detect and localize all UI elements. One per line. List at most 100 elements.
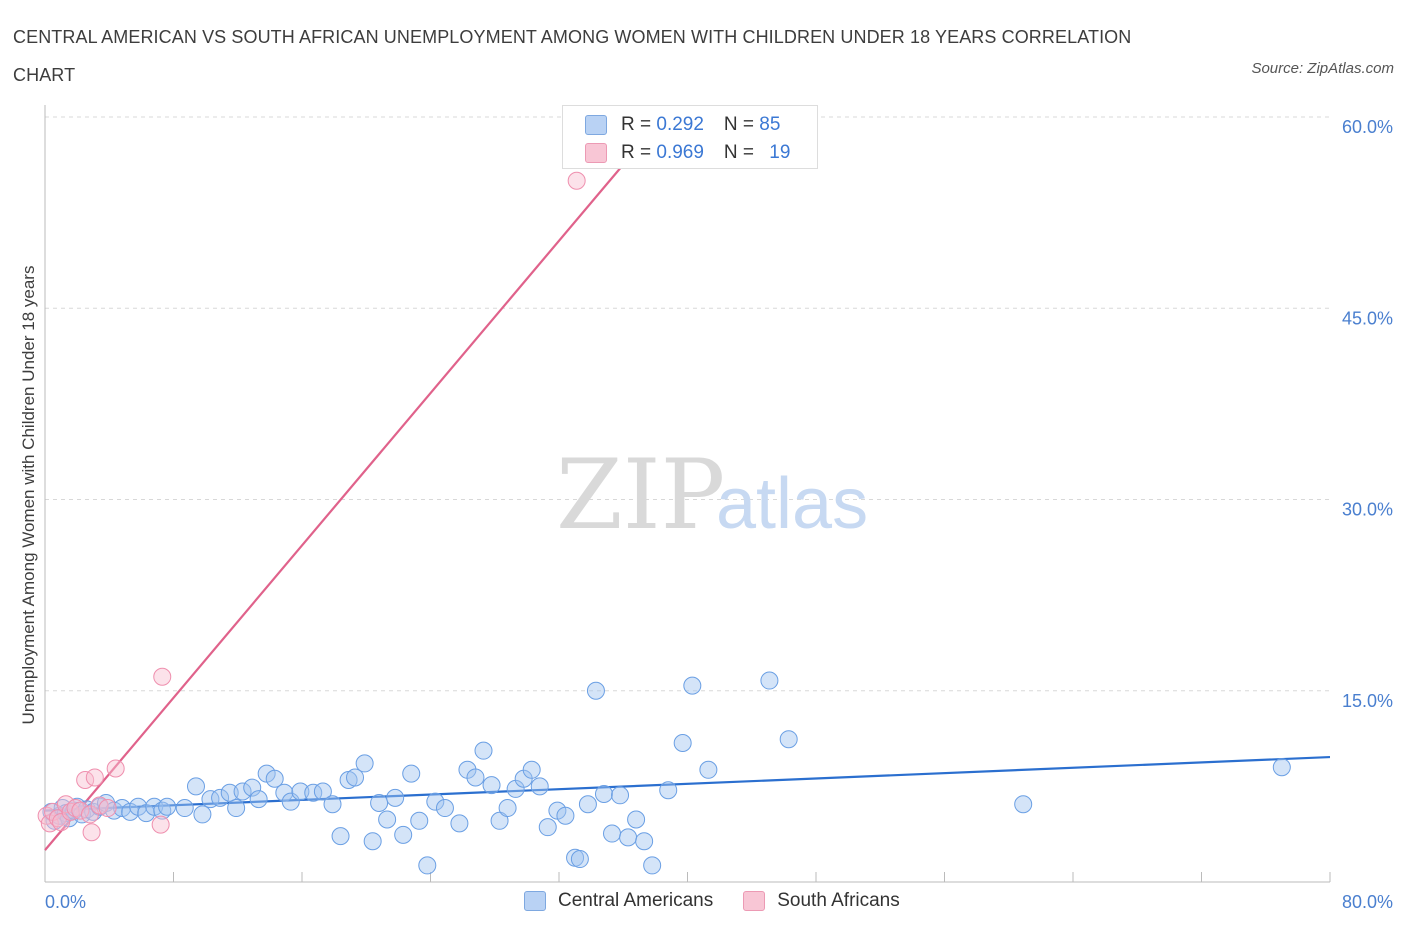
point-central-americans <box>578 795 597 814</box>
watermark-atlas: atlas <box>716 464 868 544</box>
y-tick-label: 45.0% <box>1342 308 1393 328</box>
chart-title: CENTRAL AMERICAN VS SOUTH AFRICAN UNEMPL… <box>13 27 1132 85</box>
point-central-americans <box>466 768 485 787</box>
point-central-americans <box>635 832 654 851</box>
point-central-americans <box>699 760 718 779</box>
legend-swatch-pink <box>585 143 607 163</box>
point-central-americans <box>378 810 397 829</box>
legend-swatch-blue <box>585 115 607 135</box>
point-central-americans <box>418 856 437 875</box>
point-south-africans <box>106 759 125 778</box>
legend-r-label: R = <box>621 142 657 163</box>
y-tick-labels: 15.0% 30.0% 45.0% 60.0% <box>1342 117 1393 711</box>
point-central-americans <box>435 799 454 818</box>
point-central-americans <box>643 856 662 875</box>
watermark: ZIP atlas <box>556 439 868 551</box>
point-south-africans <box>82 823 101 842</box>
point-central-americans <box>346 768 365 787</box>
legend-r-value: 0.969 <box>656 142 704 163</box>
trend-line-south-africans <box>44 116 665 851</box>
point-central-americans <box>291 782 310 801</box>
point-central-americans <box>522 760 541 779</box>
source-label: Source: ZipAtlas.com <box>1251 60 1394 77</box>
legend-row-central-americans: R = 0.292 N = 85 <box>585 114 780 136</box>
point-south-africans <box>98 799 117 818</box>
point-south-africans <box>151 815 170 834</box>
point-central-americans <box>538 818 557 837</box>
point-central-americans <box>450 814 469 833</box>
point-central-americans <box>186 777 205 796</box>
data-points <box>37 171 1291 875</box>
point-central-americans <box>265 769 284 788</box>
point-central-americans <box>410 811 429 830</box>
point-central-americans <box>313 782 332 801</box>
point-central-americans <box>673 734 692 753</box>
point-central-americans <box>498 799 517 818</box>
legend-swatch-blue <box>524 891 546 911</box>
x-tick-label-max: 80.0% <box>1342 892 1393 912</box>
point-central-americans <box>556 806 575 825</box>
point-central-americans <box>331 827 350 846</box>
point-central-americans <box>370 793 389 812</box>
point-central-americans <box>611 786 630 805</box>
x-tick-label-min: 0.0% <box>45 892 86 912</box>
point-central-americans <box>779 730 798 749</box>
point-central-americans <box>1272 758 1291 777</box>
point-south-africans <box>153 667 172 686</box>
point-central-americans <box>211 788 230 807</box>
legend-n-value: 85 <box>759 114 781 135</box>
point-central-americans <box>1014 795 1033 814</box>
point-south-africans <box>71 801 90 820</box>
point-central-americans <box>482 776 501 795</box>
y-tick-label: 15.0% <box>1342 691 1393 711</box>
point-central-americans <box>193 805 212 824</box>
legend-r-value: 0.292 <box>656 114 704 135</box>
point-central-americans <box>530 777 549 796</box>
legend-label-central-americans: Central Americans <box>558 890 714 911</box>
point-central-americans <box>355 754 374 773</box>
point-central-americans <box>363 832 382 851</box>
point-central-americans <box>426 792 445 811</box>
point-central-americans <box>760 671 779 690</box>
legend-row-south-africans: R = 0.969 N = 19 <box>585 142 790 164</box>
point-central-americans <box>275 783 294 802</box>
point-central-americans <box>227 799 246 818</box>
point-central-americans <box>570 850 589 869</box>
point-south-africans <box>85 768 104 787</box>
y-tick-label: 60.0% <box>1342 117 1393 137</box>
point-central-americans <box>603 824 622 843</box>
point-central-americans <box>683 676 702 695</box>
legend-n-label: N = <box>723 114 760 135</box>
point-central-americans <box>304 783 323 802</box>
legend-item-south-africans[interactable]: South Africans <box>743 890 900 912</box>
point-central-americans <box>175 799 194 818</box>
point-central-americans <box>619 828 638 847</box>
point-central-americans <box>386 788 405 807</box>
point-south-africans <box>567 171 586 190</box>
point-central-americans <box>220 783 239 802</box>
legend-n-label: N = <box>723 142 760 163</box>
point-central-americans <box>249 790 268 809</box>
correlation-legend: R = 0.292 N = 85 R = 0.969 N = 19 <box>562 105 818 169</box>
point-central-americans <box>594 785 613 804</box>
point-central-americans <box>158 797 177 816</box>
point-central-americans <box>394 825 413 844</box>
point-central-americans <box>323 795 342 814</box>
y-axis-label: Unemployment Among Women with Children U… <box>19 266 38 725</box>
point-central-americans <box>627 810 646 829</box>
series-legend: Central Americans South Africans <box>524 890 930 912</box>
point-central-americans <box>201 790 220 809</box>
point-central-americans <box>474 741 493 760</box>
legend-r-label: R = <box>621 114 657 135</box>
point-central-americans <box>402 764 421 783</box>
legend-swatch-pink <box>743 891 766 911</box>
gridlines <box>45 116 1330 692</box>
legend-item-central-americans[interactable]: Central Americans <box>524 890 713 912</box>
point-central-americans <box>233 782 252 801</box>
trend-lines <box>44 116 1331 851</box>
trend-line-central-americans <box>44 755 1331 812</box>
watermark-zip: ZIP <box>556 439 725 551</box>
legend-n-value: 19 <box>769 142 791 163</box>
point-central-americans <box>586 681 605 700</box>
